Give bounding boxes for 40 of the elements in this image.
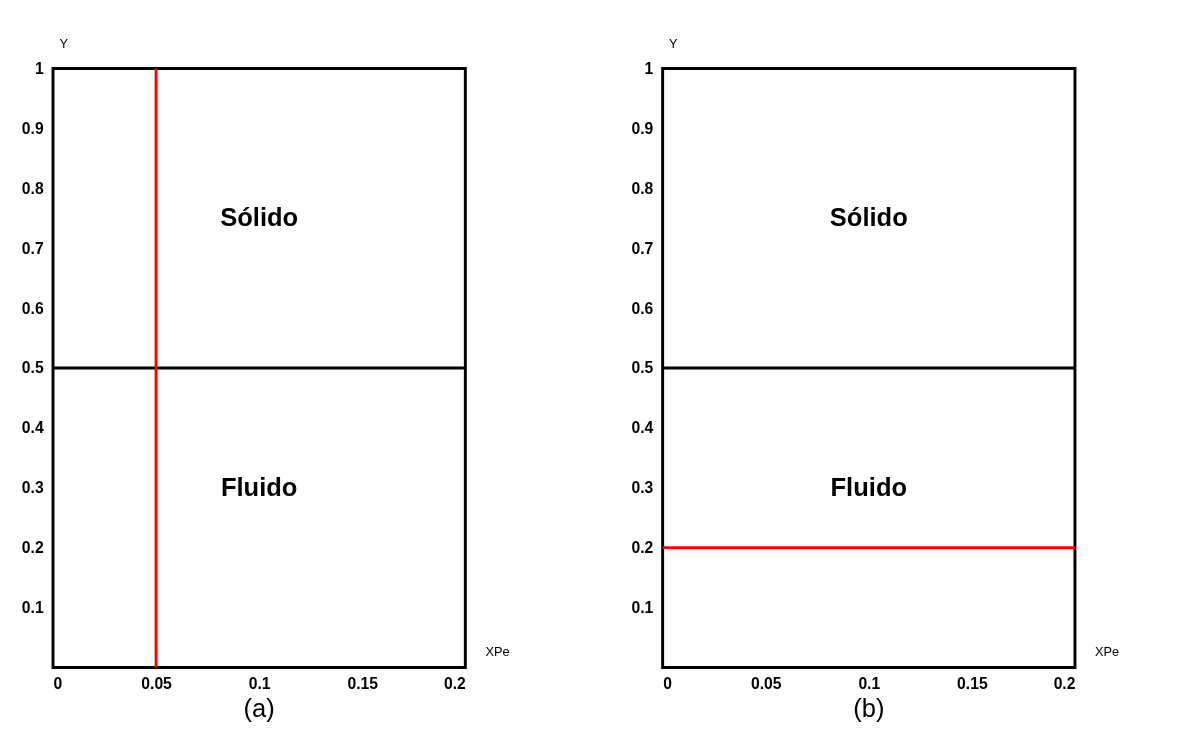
text: (b) — [853, 694, 885, 723]
y-tick-label: 0.6 — [631, 299, 654, 317]
annotation: Fluido — [220, 472, 298, 501]
x-axis-title: XPe — [485, 644, 510, 660]
y-tick-label: 0.2 — [21, 539, 44, 557]
y-tick-label: 0.1 — [631, 598, 654, 616]
y-axis-title: Y — [59, 36, 69, 52]
y-tick-label: 0.5 — [631, 359, 654, 377]
x-axis-title: XPe — [1095, 644, 1120, 660]
annotation: Sólido — [829, 203, 908, 232]
x-tick-label: 0.2 — [1053, 674, 1076, 692]
y-tick-label: 0.4 — [21, 419, 44, 437]
x-tick-label: 0.15 — [347, 674, 379, 692]
x-tick-label: 0.05 — [750, 674, 782, 692]
y-tick-label: 0.9 — [631, 119, 654, 137]
annotation: Fluido — [830, 472, 908, 501]
y-tick-label: 0.3 — [631, 479, 654, 497]
y-tick-label: 0.3 — [21, 479, 44, 497]
y-tick-label: 0.5 — [21, 359, 44, 377]
y-tick-label: 0.8 — [21, 179, 44, 197]
y-tick-label: 0.7 — [21, 239, 44, 257]
x-tick-label: 0 — [53, 674, 63, 692]
x-tick-label: 0.1 — [858, 674, 881, 692]
y-axis-title: Y — [669, 36, 679, 52]
x-tick-label: 0.1 — [248, 674, 271, 692]
y-tick-label: 0.8 — [631, 179, 654, 197]
y-tick-label: 0.2 — [631, 539, 654, 557]
y-tick-label: 0.6 — [21, 299, 44, 317]
x-tick-label: 0.15 — [957, 674, 988, 692]
x-tick-label: 0.2 — [444, 674, 467, 692]
x-tick-label: 0 — [663, 674, 673, 692]
y-tick-label: 1 — [644, 59, 654, 77]
text: (a) — [243, 694, 275, 723]
y-tick-label: 0.1 — [21, 598, 44, 616]
annotation: Sólido — [220, 203, 299, 232]
y-tick-label: 0.4 — [631, 419, 654, 437]
y-tick-label: 0.7 — [631, 239, 654, 257]
x-tick-label: 0.05 — [141, 674, 173, 692]
y-tick-label: 1 — [34, 59, 44, 77]
y-tick-label: 0.9 — [21, 119, 44, 137]
